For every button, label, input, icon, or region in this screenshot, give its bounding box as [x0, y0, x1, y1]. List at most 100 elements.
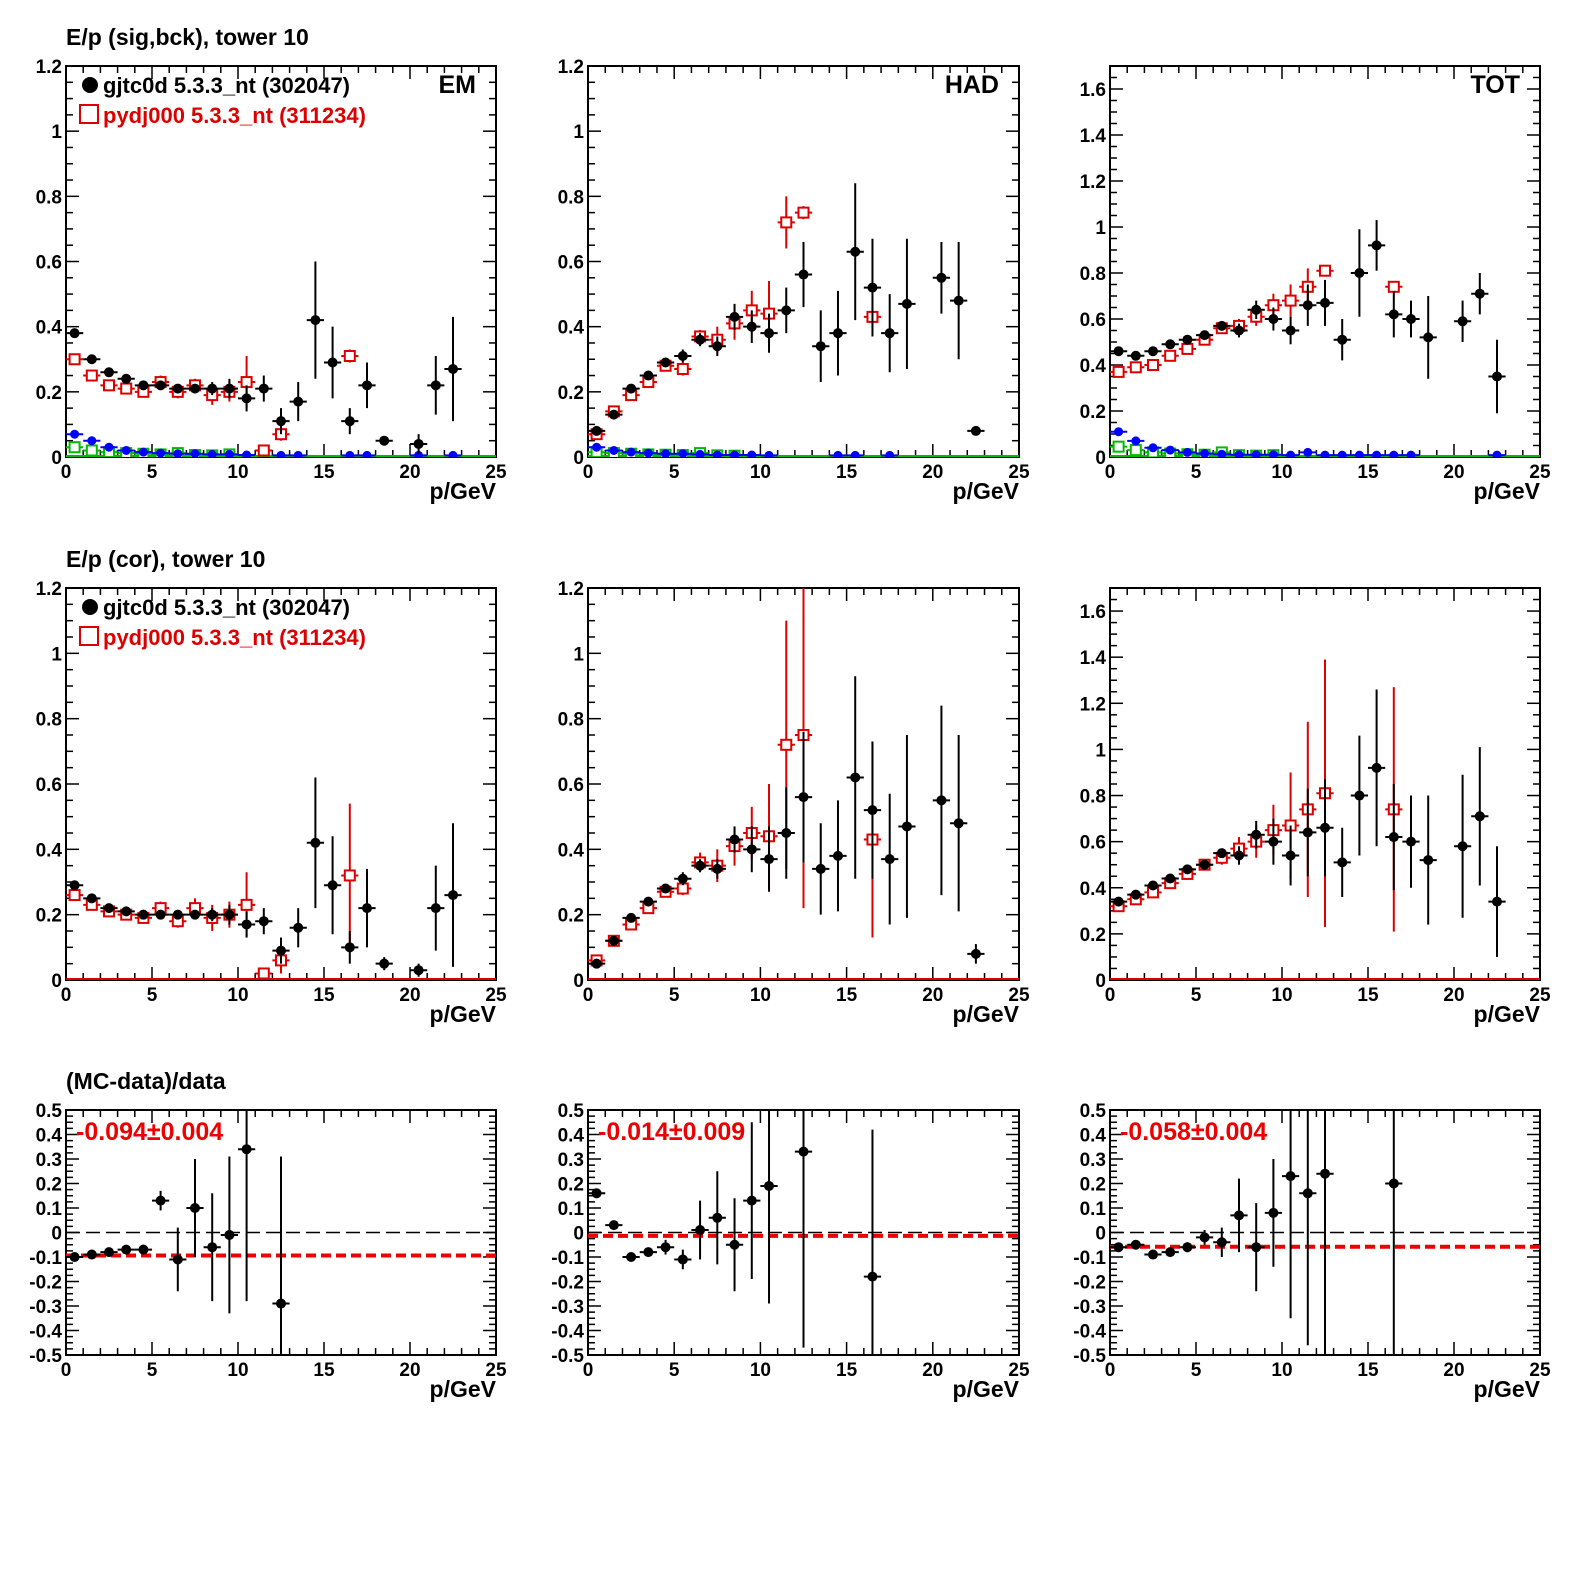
- x-tick-label: 10: [227, 1360, 248, 1381]
- x-tick-label: 20: [399, 462, 420, 483]
- legend-marker-data: [82, 599, 98, 615]
- x-tick-label: 25: [485, 1360, 507, 1381]
- data-point: [1388, 832, 1399, 843]
- y-tick-label: 0: [51, 1224, 62, 1245]
- data-point: [1216, 320, 1227, 331]
- bck-point: [1131, 436, 1141, 446]
- data-point: [1182, 334, 1193, 345]
- y-tick-label: 0.2: [36, 383, 62, 404]
- data-point: [901, 821, 912, 832]
- y-tick-label: 0.6: [1080, 833, 1106, 854]
- bck-point: [1492, 450, 1502, 457]
- x-tick-label: 20: [399, 985, 420, 1006]
- data-point: [746, 844, 757, 855]
- data-point: [121, 906, 132, 917]
- x-tick-label: 20: [1443, 985, 1464, 1006]
- mc-point: [257, 967, 270, 980]
- mc-point: [797, 206, 810, 219]
- y-tick-label: -0.2: [551, 1273, 584, 1294]
- y-tick-label: 0.8: [36, 710, 62, 731]
- plot-area: [588, 183, 1019, 457]
- bck-point: [207, 449, 217, 457]
- plot-area: [1110, 220, 1540, 457]
- data-point: [207, 909, 218, 920]
- y-tick-label: 0.2: [558, 1175, 584, 1196]
- plot-area: [66, 777, 496, 980]
- y-tick-label: -0.3: [1073, 1297, 1106, 1318]
- data-point: [729, 834, 740, 845]
- data-point: [1130, 889, 1141, 900]
- data-point: [1113, 346, 1124, 357]
- data-point: [901, 298, 912, 309]
- data-point: [1457, 316, 1468, 327]
- bck-point: [156, 448, 166, 457]
- data-point: [104, 903, 114, 914]
- data-point: [1199, 859, 1210, 870]
- y-tick-label: 1.6: [1080, 80, 1106, 101]
- data-point: [591, 958, 602, 969]
- data-point: [1388, 1178, 1399, 1189]
- panel-sig-bck-em: 0 5 10 15 20 25p/GeV 0 0.2 0.4 0.6 0.8 1 1.2 EM gjtc0d…: [36, 57, 507, 504]
- mc-point: [68, 889, 81, 902]
- panel-sig-bck-tot: 0 5 10 15 20 25p/GeV 0 0.2 0.4 0.6 0.8 1 1.2 1.4 1.6 TO…: [1080, 65, 1551, 504]
- data-point: [104, 367, 114, 378]
- data-point: [155, 909, 166, 920]
- data-point: [276, 1298, 286, 1309]
- data-point: [327, 880, 338, 891]
- y-tick-label: 0.6: [558, 775, 584, 796]
- y-tick-label: 0: [573, 1224, 584, 1245]
- data-point: [953, 295, 964, 306]
- bck-point: [121, 445, 131, 455]
- x-tick-label: 0: [61, 462, 72, 483]
- bck-point: [1354, 450, 1364, 457]
- data-point: [1371, 240, 1382, 251]
- x-tick-label: 5: [669, 1360, 680, 1381]
- x-tick-label: 20: [1443, 462, 1464, 483]
- x-tick-label: 0: [1105, 1360, 1116, 1381]
- data-point: [1268, 1207, 1279, 1218]
- data-point: [850, 246, 861, 257]
- data-point: [815, 341, 826, 352]
- bck-point: [592, 442, 602, 452]
- data-point: [310, 315, 321, 326]
- panel-sig-bck-had: 0 5 10 15 20 25p/GeV 0 0.2 0.4 0.6 0.8 1 1.2 HAD: [558, 57, 1030, 504]
- data-point: [172, 909, 183, 920]
- y-tick-label: -0.5: [29, 1346, 62, 1367]
- mc-point: [1164, 349, 1177, 362]
- y-tick-label: 0.2: [36, 1175, 62, 1196]
- data-point: [1199, 330, 1210, 341]
- x-tick-label: 0: [583, 462, 594, 483]
- data-point: [815, 863, 826, 874]
- x-tick-label: 15: [1357, 985, 1379, 1006]
- data-point: [1337, 857, 1348, 868]
- x-tick-label: 20: [1443, 1360, 1464, 1381]
- y-tick-label: 0: [1095, 1224, 1106, 1245]
- data-point: [695, 1225, 706, 1236]
- data-point: [591, 425, 602, 436]
- data-point: [1371, 762, 1382, 773]
- data-point: [430, 903, 441, 914]
- bck-point: [1234, 450, 1244, 457]
- data-point: [207, 1242, 218, 1253]
- y-tick-label: 0.6: [1080, 310, 1106, 331]
- bck-point: [138, 447, 148, 457]
- plot-area: [588, 1110, 1019, 1355]
- mc-point: [343, 349, 356, 362]
- y-tick-label: 0: [573, 448, 584, 469]
- data-point: [712, 341, 723, 352]
- data-point: [764, 1180, 775, 1191]
- mc-point: [257, 444, 270, 457]
- x-tick-label: 0: [583, 1360, 594, 1381]
- y-tick-label: 0.4: [1080, 879, 1107, 900]
- x-axis-label: p/GeV: [1474, 478, 1541, 504]
- y-tick-label: 0.4: [558, 318, 585, 339]
- bck-point: [643, 448, 653, 457]
- y-tick-label: -0.5: [551, 1346, 584, 1367]
- data-point: [1216, 848, 1227, 859]
- legend: gjtc0d 5.3.3_nt (302047) pydj000 5.3.3_nt…: [79, 595, 366, 650]
- series-data: [66, 261, 462, 454]
- data-point: [258, 916, 269, 927]
- y-tick-label: 1.2: [36, 579, 62, 600]
- bck-point: [833, 450, 843, 457]
- y-tick-label: 1: [51, 122, 62, 143]
